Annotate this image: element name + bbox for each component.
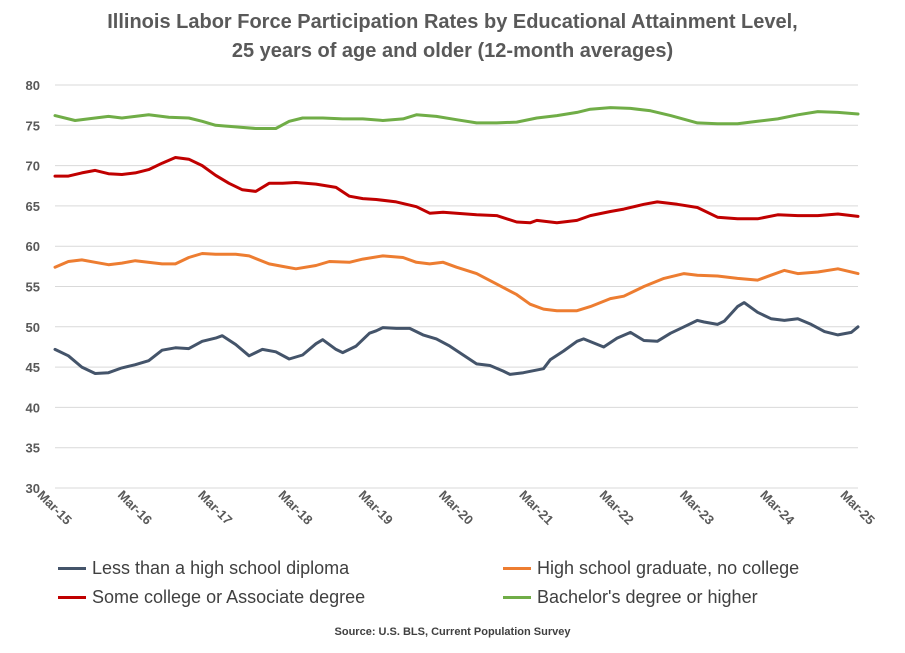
legend-swatch [58, 596, 86, 599]
chart-title-line-2: 25 years of age and older (12-month aver… [231, 40, 674, 62]
series-line-less-than-a-high-school-diploma [53, 301, 860, 376]
series-line-bachelor-s-degree-or-higher [53, 106, 860, 130]
gridlines [55, 84, 858, 489]
y-tick-label: 30 [26, 481, 40, 496]
x-axis-ticks: Mar-15 Mar-16 Mar-17 Mar-18 Mar-19 Mar-20 Mar-… [35, 487, 878, 528]
x-tick-label: Mar-16 [115, 487, 155, 527]
legend-label: Some college or Associate degree [92, 587, 366, 607]
y-tick-label: 60 [26, 239, 40, 254]
legend-item: Some college or Associate degree [58, 587, 503, 608]
x-tick-label: Mar-21 [516, 487, 556, 527]
chart-title-line-1: Illinois Labor Force Participation Rates… [107, 11, 798, 33]
series-line-some-college-or-associate-degree [53, 156, 860, 225]
legend-label: Bachelor's degree or higher [537, 587, 758, 607]
x-tick-label: Mar-19 [356, 487, 396, 527]
y-tick-label: 80 [26, 78, 40, 93]
y-tick-label: 40 [26, 400, 40, 415]
x-tick-label: Mar-24 [757, 487, 798, 528]
series-lines [53, 106, 860, 376]
legend-item: Less than a high school diploma [58, 558, 503, 579]
x-tick-label: Mar-22 [597, 487, 637, 527]
x-tick-label: Mar-15 [35, 487, 75, 527]
legend-item: Bachelor's degree or higher [503, 587, 878, 608]
x-tick-label: Mar-25 [838, 487, 878, 527]
chart-title: Illinois Labor Force Participation Rates… [0, 8, 905, 66]
x-tick-label: Mar-23 [677, 487, 717, 527]
y-tick-label: 75 [26, 118, 40, 133]
legend: Less than a high school diploma High scho… [58, 558, 878, 608]
y-tick-label: 65 [26, 199, 40, 214]
y-tick-label: 55 [26, 280, 40, 295]
legend-label: Less than a high school diploma [92, 558, 350, 578]
legend-swatch [503, 596, 531, 599]
source-note: Source: U.S. BLS, Current Population Sur… [334, 626, 571, 638]
legend-label: High school graduate, no college [537, 558, 800, 578]
x-tick-label: Mar-20 [436, 487, 476, 527]
y-tick-label: 45 [26, 360, 40, 375]
x-tick-label: Mar-18 [275, 487, 315, 527]
legend-item: High school graduate, no college [503, 558, 878, 579]
y-tick-label: 70 [26, 159, 40, 174]
y-tick-label: 50 [26, 320, 40, 335]
legend-swatch [503, 567, 531, 570]
y-tick-label: 35 [26, 441, 40, 456]
x-tick-label: Mar-17 [195, 487, 235, 527]
series-line-high-school-graduate-no-college [53, 252, 860, 313]
y-axis-ticks: 30 35 40 45 50 55 60 65 70 75 80 [26, 78, 40, 496]
legend-swatch [58, 567, 86, 570]
